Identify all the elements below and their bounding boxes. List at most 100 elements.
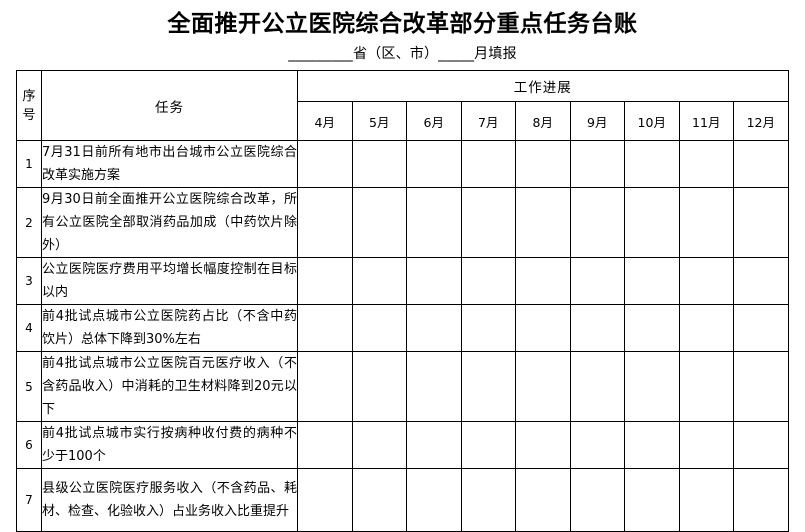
progress-cell-6[interactable] <box>406 351 462 422</box>
progress-cell-5[interactable] <box>351 257 407 305</box>
progress-cell-9[interactable] <box>569 421 625 469</box>
progress-cell-6[interactable] <box>406 187 462 258</box>
progress-cell-11[interactable] <box>678 257 734 305</box>
progress-cell-10[interactable] <box>624 468 680 532</box>
title-block: 全面推开公立医院综合改革部分重点任务台账 _________省（区、市）____… <box>0 0 805 63</box>
progress-cell-9[interactable] <box>569 351 625 422</box>
progress-cell-12[interactable] <box>733 257 789 305</box>
row-task-description: 前4批试点城市公立医院药占比（不含中药饮片）总体下降到30%左右 <box>41 304 298 352</box>
progress-cell-7[interactable] <box>460 351 516 422</box>
progress-cell-10[interactable] <box>624 140 680 188</box>
table-row: 2 9月30日前全面推开公立医院综合改革，所有公立医院全部取消药品加成（中药饮片除… <box>16 187 789 258</box>
progress-cell-9[interactable] <box>569 140 625 188</box>
progress-cell-6[interactable] <box>406 304 462 352</box>
table-header: 序 号 任务 工作进展 4月 5月 6月 7月 8月 9月 10月 11月 12… <box>16 70 789 141</box>
progress-cell-12[interactable] <box>733 304 789 352</box>
progress-cell-5[interactable] <box>351 468 407 532</box>
ledger-table: 序 号 任务 工作进展 4月 5月 6月 7月 8月 9月 10月 11月 12… <box>16 70 789 532</box>
progress-cell-4[interactable] <box>297 304 353 352</box>
row-sequence-number: 7 <box>16 468 42 532</box>
progress-cell-9[interactable] <box>569 304 625 352</box>
progress-cell-12[interactable] <box>733 421 789 469</box>
row-sequence-number: 2 <box>16 187 42 258</box>
row-task-description: 前4批试点城市实行按病种收付费的病种不少于100个 <box>41 421 298 469</box>
row-sequence-number: 3 <box>16 257 42 305</box>
table-row: 5 前4批试点城市公立医院百元医疗收入（不含药品收入）中消耗的卫生材料降到20元以… <box>16 351 789 422</box>
progress-cell-7[interactable] <box>460 468 516 532</box>
progress-cell-12[interactable] <box>733 187 789 258</box>
progress-cell-12[interactable] <box>733 140 789 188</box>
progress-cell-6[interactable] <box>406 468 462 532</box>
progress-cell-7[interactable] <box>460 257 516 305</box>
header-month-7: 7月 <box>460 101 516 141</box>
progress-cell-8[interactable] <box>515 304 571 352</box>
progress-cell-7[interactable] <box>460 304 516 352</box>
progress-cell-11[interactable] <box>678 351 734 422</box>
progress-cell-12[interactable] <box>733 468 789 532</box>
row-task-description: 公立医院医疗费用平均增长幅度控制在目标以内 <box>41 257 298 305</box>
progress-cell-6[interactable] <box>406 257 462 305</box>
progress-cell-10[interactable] <box>624 351 680 422</box>
header-month-9: 9月 <box>569 101 625 141</box>
progress-cell-4[interactable] <box>297 421 353 469</box>
progress-cell-6[interactable] <box>406 421 462 469</box>
progress-cell-5[interactable] <box>351 187 407 258</box>
table-row: 1 7月31日前所有地市出台城市公立医院综合改革实施方案 <box>16 140 789 188</box>
table-body: 1 7月31日前所有地市出台城市公立医院综合改革实施方案 2 9月30日前全面推开公立… <box>16 140 789 532</box>
progress-cell-5[interactable] <box>351 351 407 422</box>
progress-cell-10[interactable] <box>624 421 680 469</box>
progress-cell-11[interactable] <box>678 421 734 469</box>
progress-cell-9[interactable] <box>569 468 625 532</box>
progress-cell-7[interactable] <box>460 140 516 188</box>
progress-cell-4[interactable] <box>297 140 353 188</box>
row-sequence-number: 5 <box>16 351 42 422</box>
header-month-10: 10月 <box>624 101 680 141</box>
progress-cell-11[interactable] <box>678 187 734 258</box>
header-row-months: 4月 5月 6月 7月 8月 9月 10月 11月 12月 <box>17 101 789 141</box>
progress-cell-7[interactable] <box>460 187 516 258</box>
progress-cell-4[interactable] <box>297 351 353 422</box>
progress-cell-5[interactable] <box>351 304 407 352</box>
progress-cell-10[interactable] <box>624 304 680 352</box>
progress-cell-10[interactable] <box>624 187 680 258</box>
progress-cell-4[interactable] <box>297 257 353 305</box>
progress-cell-8[interactable] <box>515 140 571 188</box>
progress-cell-4[interactable] <box>297 187 353 258</box>
table-row: 4 前4批试点城市公立医院药占比（不含中药饮片）总体下降到30%左右 <box>16 304 789 352</box>
progress-cell-9[interactable] <box>569 187 625 258</box>
header-month-6: 6月 <box>406 101 462 141</box>
header-seq-char-1: 序 <box>22 88 36 104</box>
row-sequence-number: 6 <box>16 421 42 469</box>
progress-cell-11[interactable] <box>678 468 734 532</box>
progress-cell-11[interactable] <box>678 304 734 352</box>
page-title: 全面推开公立医院综合改革部分重点任务台账 <box>167 10 638 37</box>
progress-cell-5[interactable] <box>351 140 407 188</box>
progress-cell-10[interactable] <box>624 257 680 305</box>
row-task-description: 前4批试点城市公立医院百元医疗收入（不含药品收入）中消耗的卫生材料降到20元以下 <box>41 351 298 422</box>
row-sequence-number: 4 <box>16 304 42 352</box>
header-month-12: 12月 <box>733 101 789 141</box>
progress-cell-11[interactable] <box>678 140 734 188</box>
row-task-description: 县级公立医院医疗服务收入（不含药品、耗材、检查、化验收入）占业务收入比重提升 <box>41 468 298 532</box>
row-task-description: 7月31日前所有地市出台城市公立医院综合改革实施方案 <box>41 140 298 188</box>
header-row-top: 序 号 任务 工作进展 <box>16 70 789 141</box>
progress-cell-8[interactable] <box>515 351 571 422</box>
ledger-table-container: 序 号 任务 工作进展 4月 5月 6月 7月 8月 9月 10月 11月 12… <box>16 70 789 532</box>
progress-cell-6[interactable] <box>406 140 462 188</box>
row-task-description: 9月30日前全面推开公立医院综合改革，所有公立医院全部取消药品加成（中药饮片除外… <box>41 187 298 258</box>
progress-cell-9[interactable] <box>569 257 625 305</box>
table-row: 6 前4批试点城市实行按病种收付费的病种不少于100个 <box>16 421 789 469</box>
progress-cell-4[interactable] <box>297 468 353 532</box>
progress-cell-7[interactable] <box>460 421 516 469</box>
progress-cell-12[interactable] <box>733 351 789 422</box>
table-row: 7 县级公立医院医疗服务收入（不含药品、耗材、检查、化验收入）占业务收入比重提升 <box>16 468 789 532</box>
report-scope-line: _________省（区、市）_____月填报 <box>288 46 517 62</box>
progress-cell-5[interactable] <box>351 421 407 469</box>
header-month-5: 5月 <box>351 101 407 141</box>
progress-cell-8[interactable] <box>515 421 571 469</box>
header-work-progress: 工作进展 <box>297 70 789 102</box>
progress-cell-8[interactable] <box>515 468 571 532</box>
progress-cell-8[interactable] <box>515 187 571 258</box>
progress-cell-8[interactable] <box>515 257 571 305</box>
